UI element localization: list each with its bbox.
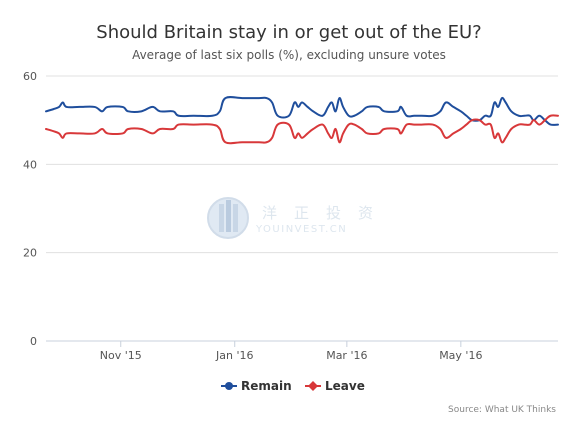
watermark-logo-column-right <box>233 204 238 232</box>
chart-credit[interactable]: Source: What UK Thinks <box>448 405 556 415</box>
x-axis-labels: Nov '15 Jan '16 Mar '16 May '16 <box>100 341 482 362</box>
x-tick-label-3: May '16 <box>439 349 482 362</box>
legend-remain-marker <box>225 382 233 390</box>
legend-item-leave[interactable]: Leave <box>305 379 365 393</box>
watermark: 洋 正 投 资 YOUINVEST.CN <box>207 197 373 239</box>
y-tick-label-40: 40 <box>23 158 37 171</box>
watermark-logo-column-left <box>219 204 224 232</box>
y-tick-label-60: 60 <box>23 70 37 83</box>
legend-leave-marker <box>308 381 318 391</box>
y-tick-label-0: 0 <box>30 335 37 348</box>
watermark-char-3: 投 <box>326 204 341 222</box>
grid-lines <box>46 75 558 342</box>
series-line-leave <box>45 114 559 145</box>
y-axis-labels: 0 20 40 60 <box>23 70 37 348</box>
series-lines <box>45 96 559 145</box>
x-tick-label-1: Jan '16 <box>215 349 253 362</box>
chart-subtitle: Average of last six polls (%), excluding… <box>132 48 446 62</box>
watermark-char-4: 资 <box>358 204 373 222</box>
legend-leave-label: Leave <box>325 379 365 393</box>
legend-remain-label: Remain <box>241 379 292 393</box>
legend-item-remain[interactable]: Remain <box>221 379 292 393</box>
x-tick-label-0: Nov '15 <box>100 349 142 362</box>
legend: Remain Leave <box>221 379 365 393</box>
watermark-latin: YOUINVEST.CN <box>255 224 347 235</box>
series-line-remain <box>45 96 559 126</box>
watermark-logo-column-mid <box>226 200 231 232</box>
x-tick-label-2: Mar '16 <box>326 349 367 362</box>
watermark-char-2: 正 <box>294 204 309 222</box>
chart-title: Should Britain stay in or get out of the… <box>96 22 481 43</box>
y-tick-label-20: 20 <box>23 247 37 260</box>
watermark-char-1: 洋 <box>262 204 277 222</box>
